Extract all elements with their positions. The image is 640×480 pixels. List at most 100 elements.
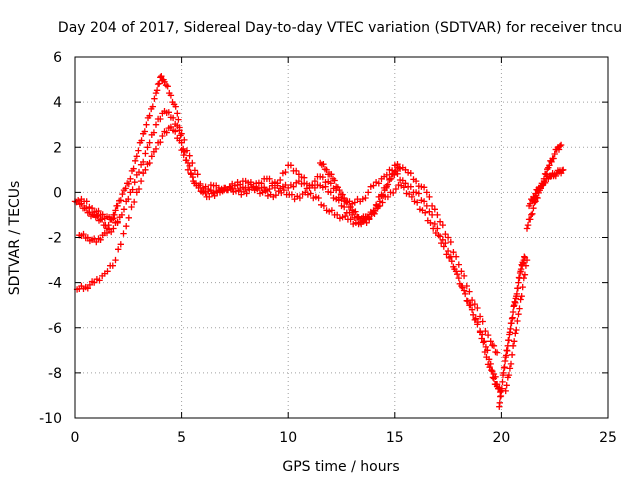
data-point xyxy=(507,325,514,333)
data-point xyxy=(243,190,250,197)
data-point xyxy=(206,193,213,201)
data-point xyxy=(161,78,168,85)
data-point xyxy=(387,175,395,182)
data-point xyxy=(515,311,522,318)
data-point xyxy=(88,205,96,212)
data-point xyxy=(84,234,91,241)
data-point xyxy=(447,238,454,246)
data-point xyxy=(474,318,482,326)
data-point xyxy=(315,194,322,202)
data-point xyxy=(219,188,226,195)
data-point xyxy=(420,198,428,205)
data-point xyxy=(503,382,510,389)
data-point xyxy=(135,147,142,154)
data-point xyxy=(108,228,115,236)
data-point xyxy=(157,115,164,123)
data-point xyxy=(383,171,390,179)
data-point xyxy=(502,387,509,395)
data-point xyxy=(450,249,457,256)
data-point xyxy=(516,305,523,312)
y-tick-label: -4 xyxy=(48,276,62,292)
data-point xyxy=(430,225,437,232)
y-tick-label: -6 xyxy=(48,321,62,337)
data-point xyxy=(141,128,148,135)
data-point xyxy=(137,177,145,185)
data-point xyxy=(144,144,151,151)
data-point xyxy=(519,283,526,291)
y-tick-label: 4 xyxy=(53,95,62,111)
data-point xyxy=(426,208,433,215)
data-point xyxy=(532,198,539,205)
data-point xyxy=(523,225,531,232)
data-point xyxy=(347,203,354,211)
data-point xyxy=(110,225,117,232)
data-point xyxy=(164,83,171,90)
data-point xyxy=(444,247,452,255)
data-point xyxy=(556,142,564,150)
data-point xyxy=(120,206,128,213)
data-point xyxy=(335,197,342,204)
data-point xyxy=(80,230,87,238)
data-point xyxy=(114,218,121,225)
data-point xyxy=(142,166,149,173)
data-point xyxy=(527,216,534,223)
data-point xyxy=(133,153,140,160)
axis-ticks: 0 5 10 15 20 25 -10 -8 -6 -4 -2 0 2 4 6 xyxy=(39,50,617,446)
data-point xyxy=(176,124,183,131)
data-point xyxy=(363,219,370,226)
data-point xyxy=(439,221,446,229)
data-point xyxy=(322,183,329,190)
data-point xyxy=(546,162,553,169)
data-point xyxy=(438,239,445,247)
data-point xyxy=(375,180,382,187)
data-point xyxy=(140,170,147,177)
data-point xyxy=(514,285,522,292)
data-point xyxy=(514,317,521,325)
x-tick-label: 20 xyxy=(492,430,510,446)
data-point xyxy=(293,167,300,175)
data-point xyxy=(459,284,466,291)
data-point xyxy=(509,308,517,316)
data-point xyxy=(466,288,473,295)
data-point xyxy=(451,265,458,273)
data-point xyxy=(328,171,335,178)
data-point xyxy=(444,234,452,241)
data-point xyxy=(460,272,468,280)
data-point xyxy=(555,146,563,153)
data-point xyxy=(142,150,149,157)
data-point xyxy=(487,338,494,345)
data-point xyxy=(440,243,447,250)
plot-frame xyxy=(74,56,609,419)
data-point xyxy=(463,282,470,290)
data-point xyxy=(255,179,263,186)
data-point xyxy=(498,385,506,392)
data-point xyxy=(518,293,525,300)
data-point xyxy=(371,207,379,215)
data-point xyxy=(513,290,521,298)
data-point xyxy=(384,181,392,188)
data-point xyxy=(407,183,414,190)
grid xyxy=(75,57,608,418)
data-point xyxy=(200,188,208,195)
data-point xyxy=(287,162,295,169)
data-point xyxy=(520,274,527,282)
data-point xyxy=(110,215,117,222)
data-point xyxy=(320,202,328,210)
data-point xyxy=(195,184,202,192)
data-point xyxy=(119,190,126,198)
data-point xyxy=(120,230,127,237)
data-point xyxy=(130,165,137,172)
data-point xyxy=(479,331,486,338)
data-point xyxy=(342,212,349,220)
data-point xyxy=(83,198,90,205)
data-point xyxy=(194,171,201,178)
data-point xyxy=(149,103,156,110)
data-point xyxy=(454,271,461,278)
data-point xyxy=(86,281,94,289)
data-point xyxy=(392,185,400,193)
data-point xyxy=(99,211,106,218)
data-point xyxy=(496,399,503,406)
data-point xyxy=(152,89,160,97)
data-point xyxy=(408,193,416,201)
data-point xyxy=(152,145,160,153)
